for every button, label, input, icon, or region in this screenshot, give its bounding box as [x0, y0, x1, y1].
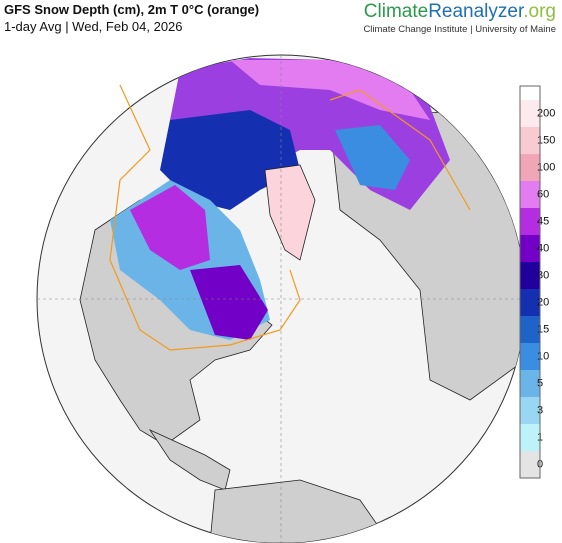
legend-label: 20 — [537, 296, 549, 308]
legend-label: 15 — [537, 323, 549, 335]
legend-label: 200 — [537, 107, 555, 119]
color-bin — [520, 343, 540, 370]
legend-label: 30 — [537, 269, 549, 281]
colorbar-cap — [520, 86, 540, 100]
legend-label: 150 — [537, 134, 555, 146]
brand-part: .org — [523, 1, 556, 22]
color-bin — [520, 154, 540, 181]
brand-part: Reanalyzer — [428, 1, 524, 22]
legend-label: 100 — [537, 161, 555, 173]
colorbar-frame — [519, 85, 541, 479]
color-bin — [520, 451, 540, 478]
color-bin — [520, 127, 540, 154]
brand-part: Climate — [363, 1, 429, 22]
color-bin — [520, 424, 540, 451]
color-bin — [520, 397, 540, 424]
title: GFS Snow Depth (cm), 2m T 0°C (orange) — [4, 2, 260, 17]
color-bin — [520, 262, 540, 289]
attribution: Climate Change Institute | University of… — [363, 24, 556, 35]
brand: ClimateReanalyzer.org — [364, 1, 556, 23]
color-bin — [520, 289, 540, 316]
legend-label: 40 — [537, 242, 549, 254]
legend-label: 10 — [537, 350, 549, 362]
color-bin — [520, 208, 540, 235]
legend-label: 45 — [537, 215, 549, 227]
legend-label: 60 — [537, 188, 549, 200]
color-bin — [520, 181, 540, 208]
color-bin — [520, 235, 540, 262]
color-bin — [520, 370, 540, 397]
color-bin — [520, 100, 540, 127]
color-bin — [520, 316, 540, 343]
subtitle: 1-day Avg | Wed, Feb 04, 2026 — [4, 19, 183, 34]
